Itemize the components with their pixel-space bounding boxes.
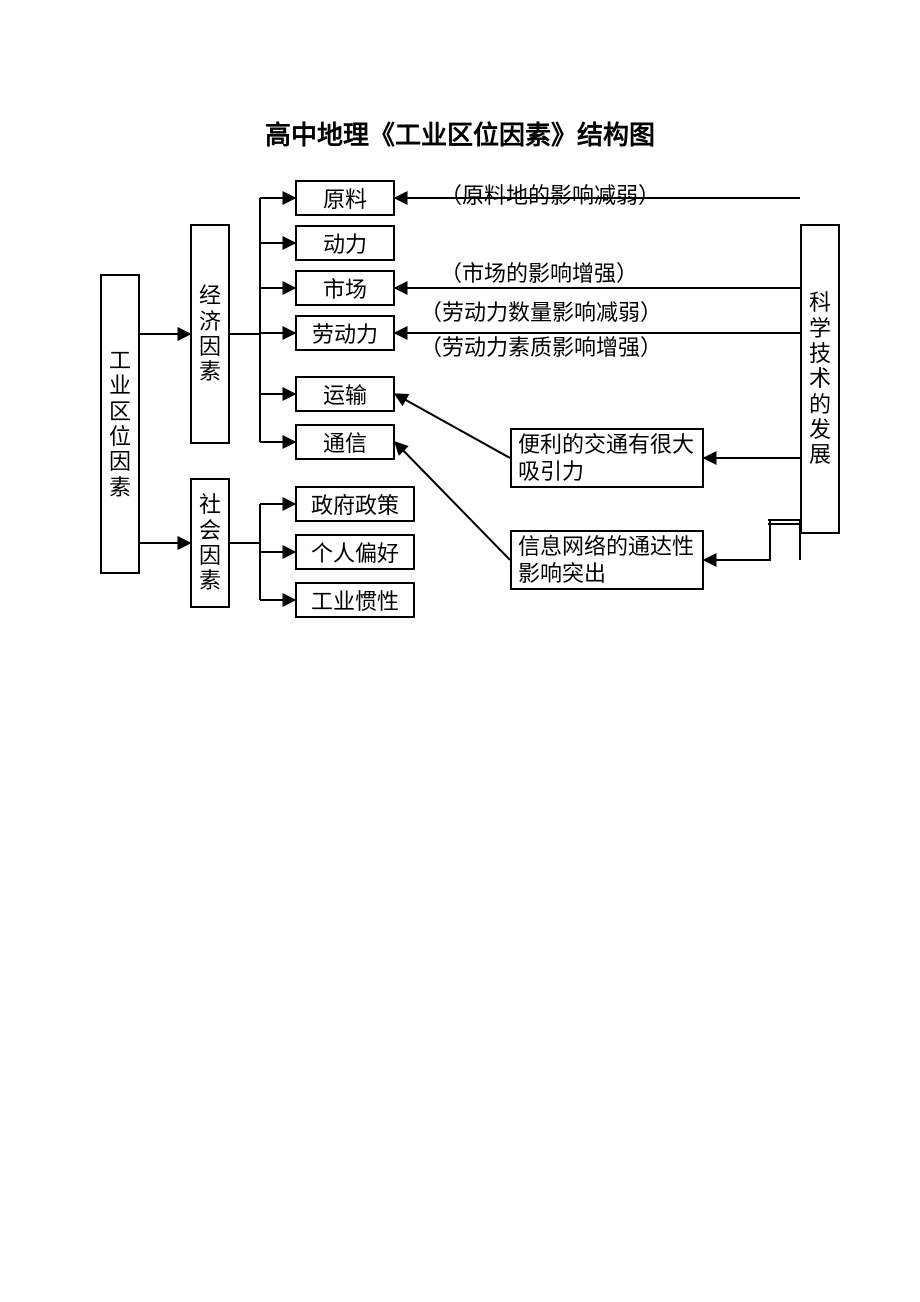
diagram-title: 高中地理《工业区位因素》结构图 (0, 115, 920, 152)
node-social-factors: 社会因素 (190, 478, 230, 608)
node-raw-material: 原料 (295, 180, 395, 216)
node-science-tech: 科学技术的发展 (800, 224, 840, 534)
node-market: 市场 (295, 270, 395, 306)
label: 科学技术的发展 (809, 290, 831, 467)
node-economic-factors: 经济因素 (190, 224, 230, 444)
node-power: 动力 (295, 225, 395, 261)
label: 经济因素 (199, 283, 221, 384)
note-transport: 便利的交通有很大吸引力 (510, 428, 704, 488)
annot-labor-qual-strengthen: （劳动力素质影响增强） (420, 330, 662, 362)
node-policy: 政府政策 (295, 486, 415, 522)
node-communication: 通信 (295, 424, 395, 460)
node-labor: 劳动力 (295, 315, 395, 351)
node-preference: 个人偏好 (295, 534, 415, 570)
label: 工业区位因素 (109, 348, 131, 500)
node-transport: 运输 (295, 376, 395, 412)
node-inertia: 工业惯性 (295, 582, 415, 618)
node-root: 工业区位因素 (100, 274, 140, 574)
annot-raw-material-weaken: （原料地的影响减弱） (440, 178, 660, 210)
annot-labor-qty-weaken: （劳动力数量影响减弱） (420, 295, 662, 327)
label: 社会因素 (199, 492, 221, 593)
annot-market-strengthen: （市场的影响增强） (440, 256, 638, 288)
page: 高中地理《工业区位因素》结构图 工业区位因素 经济因素 社会因素 原料 动力 市… (0, 0, 920, 1302)
note-network: 信息网络的通达性影响突出 (510, 530, 704, 590)
